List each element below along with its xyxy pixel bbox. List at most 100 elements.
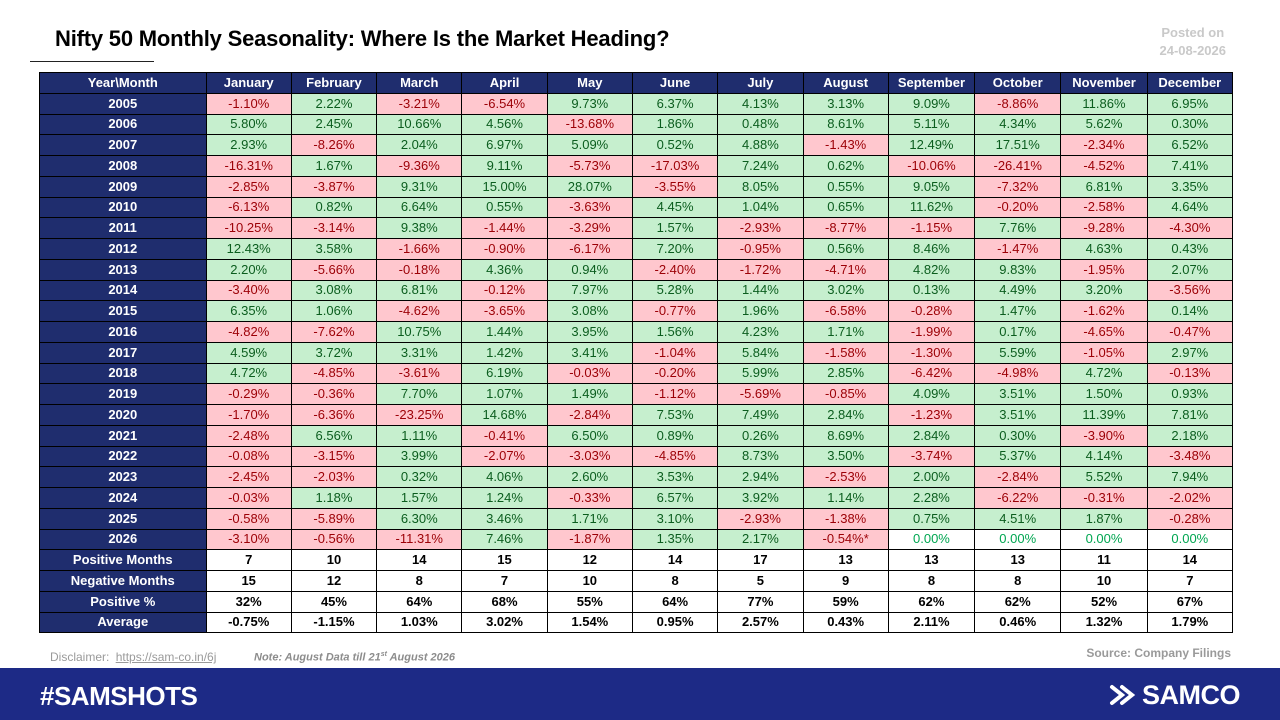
- stats-cell: 7: [461, 570, 548, 592]
- stats-cell: 8: [974, 570, 1062, 592]
- hashtag-label: #SAMSHOTS: [40, 681, 198, 711]
- stats-cell: 8: [376, 570, 463, 592]
- return-cell: -1.30%: [887, 341, 976, 364]
- return-cell: -23.25%: [376, 404, 463, 426]
- return-cell: 3.31%: [376, 341, 463, 364]
- return-cell: -3.14%: [290, 217, 378, 239]
- return-cell: 0.62%: [802, 155, 889, 177]
- month-header: June: [631, 72, 719, 94]
- stats-cell: 3.02%: [461, 611, 548, 634]
- return-cell: -2.07%: [461, 445, 548, 468]
- return-cell: -1.05%: [1060, 341, 1148, 364]
- return-cell: -4.65%: [1060, 321, 1148, 343]
- stats-cell: 11: [1060, 549, 1148, 571]
- return-cell: -0.36%: [290, 383, 378, 405]
- return-cell: 5.84%: [717, 341, 804, 364]
- stats-cell: 10: [1060, 570, 1148, 592]
- return-cell: -0.13%: [1146, 362, 1234, 385]
- return-cell: 4.72%: [205, 362, 292, 385]
- return-cell: 7.81%: [1146, 404, 1234, 426]
- return-cell: -4.98%: [974, 362, 1062, 385]
- posted-date: 24-08-2026: [1159, 43, 1227, 58]
- return-cell: -8.86%: [974, 92, 1062, 115]
- return-cell: 1.18%: [290, 487, 378, 509]
- month-header: November: [1060, 72, 1148, 94]
- return-cell: 3.53%: [631, 466, 719, 488]
- disclaimer-link[interactable]: https://sam-co.in/6j: [115, 650, 217, 664]
- return-cell: -1.95%: [1060, 258, 1148, 281]
- stats-cell: 8: [887, 570, 976, 592]
- return-cell: 1.87%: [1060, 507, 1148, 530]
- year-cell: 2019: [39, 383, 207, 405]
- year-cell: 2011: [39, 217, 207, 239]
- return-cell: 9.73%: [546, 92, 633, 115]
- year-cell: 2017: [39, 341, 207, 364]
- return-cell: 0.00%: [1060, 528, 1148, 551]
- return-cell: 6.97%: [461, 134, 548, 156]
- return-cell: 7.70%: [376, 383, 463, 405]
- return-cell: 2.00%: [887, 466, 976, 488]
- return-cell: 1.49%: [546, 383, 633, 405]
- corner-header: Year\Month: [39, 72, 207, 94]
- return-cell: 1.57%: [631, 217, 719, 239]
- return-cell: -2.53%: [802, 466, 889, 488]
- return-cell: 2.20%: [205, 258, 292, 281]
- return-cell: 0.82%: [290, 196, 378, 219]
- return-cell: 9.38%: [376, 217, 463, 239]
- return-cell: -1.99%: [887, 321, 976, 343]
- return-cell: -5.89%: [290, 507, 378, 530]
- return-cell: -2.45%: [205, 466, 292, 488]
- return-cell: 28.07%: [546, 175, 633, 198]
- return-cell: 1.11%: [376, 424, 463, 447]
- return-cell: 12.49%: [887, 134, 976, 156]
- return-cell: 0.75%: [887, 507, 976, 530]
- return-cell: 1.71%: [802, 321, 889, 343]
- return-cell: 4.13%: [717, 92, 804, 115]
- stats-cell: 5: [717, 570, 804, 592]
- return-cell: -6.13%: [205, 196, 292, 219]
- return-cell: 6.81%: [1060, 175, 1148, 198]
- return-cell: 3.10%: [631, 507, 719, 530]
- year-cell: 2021: [39, 424, 207, 447]
- return-cell: 0.93%: [1146, 383, 1234, 405]
- stats-cell: 64%: [376, 590, 463, 613]
- stats-cell: 68%: [461, 590, 548, 613]
- return-cell: 0.00%: [1146, 528, 1234, 551]
- return-cell: 0.17%: [974, 321, 1062, 343]
- return-cell: -2.93%: [717, 217, 804, 239]
- stats-cell: -0.75%: [205, 611, 292, 634]
- return-cell: 0.56%: [802, 238, 889, 260]
- return-cell: 6.57%: [631, 487, 719, 509]
- return-cell: 1.14%: [802, 487, 889, 509]
- return-cell: -4.85%: [290, 362, 378, 385]
- stats-cell: 7: [205, 549, 292, 571]
- return-cell: -17.03%: [631, 155, 719, 177]
- return-cell: -1.62%: [1060, 300, 1148, 322]
- posted-date-block: Posted on 24-08-2026: [1160, 24, 1227, 60]
- return-cell: 1.35%: [631, 528, 719, 551]
- table-row: 2017 4.59% 3.72% 3.31% 1.42% 3.41% -1.04% 5.84%…: [39, 341, 1234, 364]
- disclaimer: Disclaimer: https://sam-co.in/6j: [50, 650, 216, 664]
- stats-cell: 62%: [887, 590, 976, 613]
- return-cell: 3.51%: [974, 404, 1062, 426]
- return-cell: -5.66%: [290, 258, 378, 281]
- stats-row: Positive % 32% 45% 64% 68% 55% 64% 77% 59% 62% 62%…: [39, 590, 1234, 613]
- return-cell: -0.58%: [205, 507, 292, 530]
- stats-cell: 32%: [205, 590, 292, 613]
- return-cell: 2.94%: [717, 466, 804, 488]
- return-cell: 2.45%: [290, 113, 378, 136]
- return-cell: -0.33%: [546, 487, 633, 509]
- return-cell: 0.32%: [376, 466, 463, 488]
- return-cell: 7.49%: [717, 404, 804, 426]
- return-cell: -26.41%: [974, 155, 1062, 177]
- return-cell: -1.43%: [802, 134, 889, 156]
- return-cell: -9.28%: [1060, 217, 1148, 239]
- return-cell: 6.30%: [376, 507, 463, 530]
- return-cell: -4.62%: [376, 300, 463, 322]
- table-row: 2025 -0.58% -5.89% 6.30% 3.46% 1.71% 3.10% -2.9…: [39, 507, 1234, 530]
- return-cell: 4.34%: [974, 113, 1062, 136]
- stats-cell: 15: [205, 570, 292, 592]
- return-cell: -0.90%: [461, 238, 548, 260]
- table-row: 2009 -2.85% -3.87% 9.31% 15.00% 28.07% -3.55% 8…: [39, 175, 1234, 198]
- return-cell: 15.00%: [461, 175, 548, 198]
